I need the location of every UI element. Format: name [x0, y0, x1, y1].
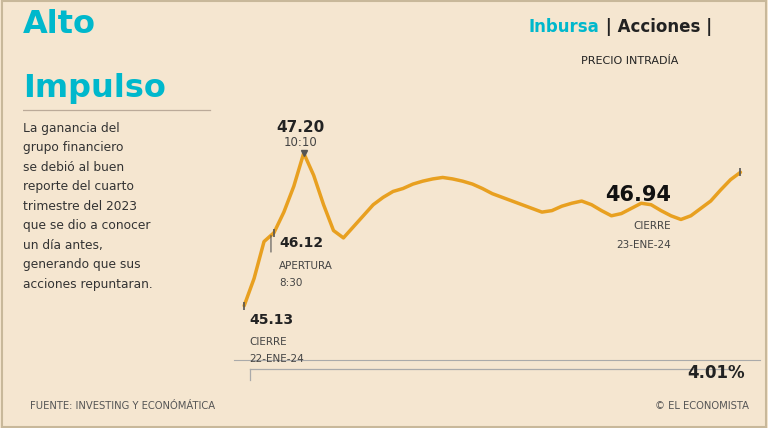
- Text: CIERRE: CIERRE: [249, 337, 286, 347]
- Text: 10:10: 10:10: [284, 137, 318, 149]
- Text: 23-ENE-24: 23-ENE-24: [616, 240, 671, 250]
- Text: Alto: Alto: [23, 9, 96, 39]
- Text: 46.12: 46.12: [279, 236, 323, 250]
- Text: 4.01%: 4.01%: [687, 364, 744, 382]
- Text: CIERRE: CIERRE: [634, 221, 671, 231]
- Text: PRECIO INTRADÍA: PRECIO INTRADÍA: [581, 56, 679, 66]
- Text: 46.94: 46.94: [605, 185, 671, 205]
- Text: La ganancia del
grupo financiero
se debió al buen
reporte del cuarto
trimestre d: La ganancia del grupo financiero se debi…: [23, 122, 153, 291]
- Text: | Acciones |: | Acciones |: [600, 18, 712, 36]
- Text: APERTURA: APERTURA: [279, 261, 333, 271]
- Text: 8:30: 8:30: [279, 279, 303, 288]
- Text: 45.13: 45.13: [249, 313, 293, 327]
- Text: FUENTE: INVESTING Y ECONÓMÁTICA: FUENTE: INVESTING Y ECONÓMÁTICA: [31, 401, 216, 411]
- Text: Inbursa: Inbursa: [529, 18, 600, 36]
- Text: © EL ECONOMISTA: © EL ECONOMISTA: [655, 401, 749, 411]
- Text: Impulso: Impulso: [23, 73, 166, 104]
- Text: 47.20: 47.20: [276, 120, 325, 135]
- Text: 22-ENE-24: 22-ENE-24: [249, 354, 304, 364]
